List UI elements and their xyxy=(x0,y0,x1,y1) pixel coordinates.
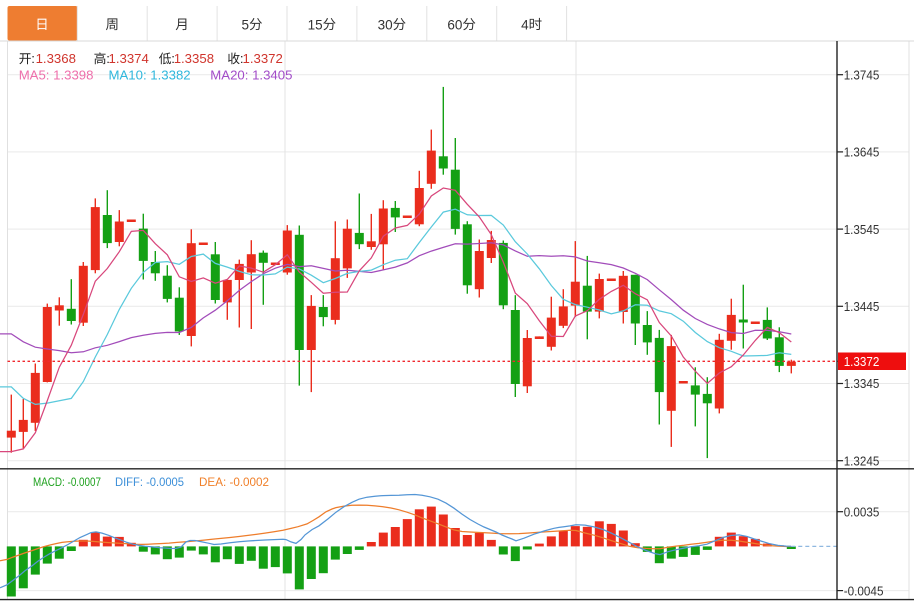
svg-text:1.3745: 1.3745 xyxy=(844,68,880,82)
svg-text:1.3545: 1.3545 xyxy=(844,223,880,237)
svg-text:1.3368: 1.3368 xyxy=(36,51,76,66)
svg-text:1.3372: 1.3372 xyxy=(844,355,880,369)
svg-text:1.3445: 1.3445 xyxy=(844,300,880,314)
svg-text:0: 0 xyxy=(455,18,463,33)
svg-text:1.3358: 1.3358 xyxy=(174,51,214,66)
svg-text:5: 5 xyxy=(242,18,250,33)
svg-text::: : xyxy=(171,51,175,66)
svg-text:MA5: 1.3398: MA5: 1.3398 xyxy=(19,67,94,82)
svg-text:DEA: -0.0002: DEA: -0.0002 xyxy=(199,475,269,489)
svg-text:-0.0045: -0.0045 xyxy=(844,584,884,598)
svg-text:0.0035: 0.0035 xyxy=(844,505,880,519)
svg-text:4: 4 xyxy=(521,18,529,33)
svg-text:1: 1 xyxy=(308,18,316,33)
svg-text:MA10: 1.3382: MA10: 1.3382 xyxy=(109,67,191,82)
svg-text:1.3245: 1.3245 xyxy=(844,454,880,468)
svg-text:1.3345: 1.3345 xyxy=(844,377,880,391)
svg-text:1.3372: 1.3372 xyxy=(243,51,283,66)
svg-text:DIFF: -0.0005: DIFF: -0.0005 xyxy=(115,475,184,489)
svg-text::: : xyxy=(31,51,35,66)
svg-text:1.3645: 1.3645 xyxy=(844,146,880,160)
svg-text:0: 0 xyxy=(385,18,393,33)
svg-text:6: 6 xyxy=(447,18,455,33)
svg-text::: : xyxy=(240,51,244,66)
svg-text:5: 5 xyxy=(315,18,323,33)
svg-text:MA20: 1.3405: MA20: 1.3405 xyxy=(210,67,292,82)
svg-text::: : xyxy=(106,51,110,66)
svg-text:1.3374: 1.3374 xyxy=(109,51,149,66)
svg-text:3: 3 xyxy=(378,18,386,33)
svg-text:MACD: -0.0007: MACD: -0.0007 xyxy=(33,475,101,489)
